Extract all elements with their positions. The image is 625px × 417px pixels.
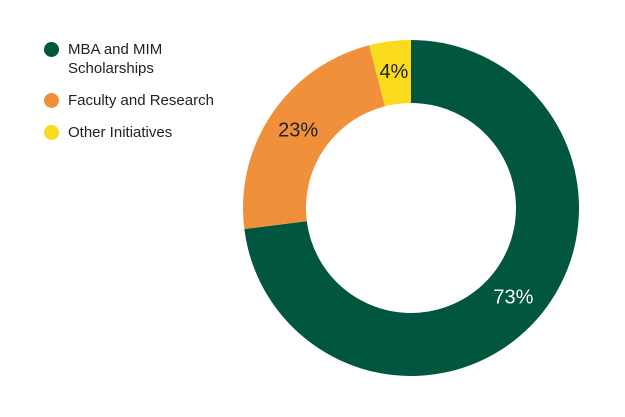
slice-label: 23%: [278, 120, 318, 142]
legend-label: Other Initiatives: [68, 124, 173, 141]
legend-swatch: [44, 42, 59, 57]
donut-slice: [244, 40, 579, 376]
legend: MBA and MIM Scholarships Faculty and Rese…: [44, 40, 214, 155]
legend-swatch: [44, 125, 59, 140]
legend-item: Other Initiatives: [44, 123, 214, 142]
legend-item: MBA and MIM Scholarships: [44, 40, 214, 78]
donut-slice: [243, 45, 385, 230]
legend-swatch: [44, 93, 59, 108]
legend-label: MBA and MIM Scholarships: [68, 41, 163, 77]
slice-label: 4%: [379, 61, 408, 83]
legend-item: Faculty and Research: [44, 91, 214, 110]
legend-label: Faculty and Research: [68, 92, 214, 109]
slice-label: 73%: [493, 287, 533, 309]
donut-slice: [369, 40, 411, 107]
